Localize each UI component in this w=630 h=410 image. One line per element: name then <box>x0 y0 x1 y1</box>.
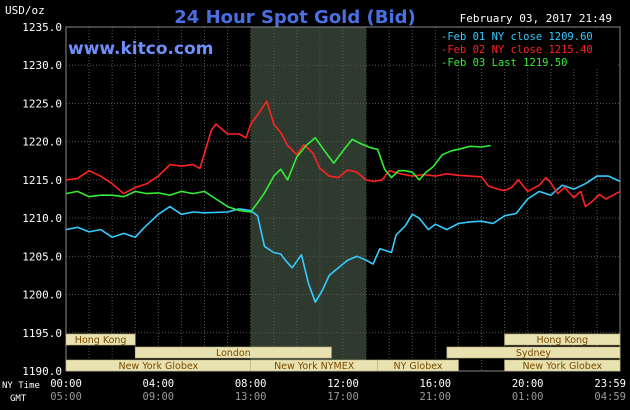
legend-box <box>437 28 618 68</box>
legend-entry: -Feb 01 NY close 1209.60 <box>441 31 593 43</box>
session-label: New York Globex <box>522 361 602 372</box>
x-tick-label-ny: 00:00 <box>50 378 82 390</box>
market-sessions: Hong Kong Hong Kong London Sydney New York G… <box>65 333 621 372</box>
y-tick-label: 1235.0 <box>22 21 62 34</box>
session-bar: New York NYMEX <box>250 359 378 372</box>
y-tick-label: 1230.0 <box>22 59 62 72</box>
series-line-2 <box>65 100 621 208</box>
y-tick-label: 1195.0 <box>22 327 62 340</box>
legend: -Feb 01 NY close 1209.60-Feb 02 NY close… <box>437 28 618 69</box>
session-bar: London <box>134 346 332 359</box>
series-line-3 <box>65 137 491 213</box>
x-tick-label-ny: 12:00 <box>327 378 359 390</box>
x-tick-label-ny: 20:00 <box>512 378 544 390</box>
y-tick-label: 1225.0 <box>22 97 62 110</box>
session-label: Hong Kong <box>75 335 127 346</box>
session-bar-rect <box>134 346 332 359</box>
x-tick-label-gmt: 04:59 <box>594 391 626 403</box>
nymex-shaded-range <box>250 27 367 371</box>
session-label: Hong Kong <box>536 335 588 346</box>
x-tick-label-gmt: 21:00 <box>420 391 452 403</box>
x-tick-label-ny: 08:00 <box>235 378 267 390</box>
session-bar: Sydney <box>446 346 621 359</box>
units-label: USD/oz <box>5 4 45 17</box>
y-tick-label: 1200.0 <box>22 289 62 302</box>
series-line-1 <box>65 175 621 303</box>
x-tick-label-gmt: 05:00 <box>50 391 82 403</box>
x-tick-label-ny: 04:00 <box>143 378 175 390</box>
session-bar-rect <box>504 359 621 372</box>
x-tick-label-ny: 23:59 <box>594 378 626 390</box>
session-bar-rect <box>377 359 459 372</box>
plot-area <box>65 26 621 372</box>
y-tick-label: 1190.0 <box>22 365 62 378</box>
gmt-label: GMT <box>10 394 27 404</box>
y-tick-label: 1210.0 <box>22 212 62 225</box>
site-watermark: www.kitco.com <box>68 39 213 59</box>
session-label: New York NYMEX <box>274 361 355 372</box>
ny-time-label: NY Time <box>2 381 40 391</box>
session-bar: Hong Kong <box>65 333 136 346</box>
chart-title: 24 Hour Spot Gold (Bid) <box>174 7 415 28</box>
legend-entry: -Feb 03 Last 1219.50 <box>441 57 567 69</box>
session-label: NY Globex <box>393 361 442 372</box>
session-bar-rect <box>446 346 621 359</box>
session-bar: Hong Kong <box>504 333 621 346</box>
legend-entry: -Feb 02 NY close 1215.40 <box>441 44 593 56</box>
series-lines <box>65 100 621 303</box>
y-tick-label: 1205.0 <box>22 250 62 263</box>
session-bar-rect <box>65 333 136 346</box>
y-tick-label: 1215.0 <box>22 174 62 187</box>
session-label: London <box>216 348 251 359</box>
session-bar-rect <box>504 333 621 346</box>
x-tick-label-gmt: 13:00 <box>235 391 267 403</box>
x-tick-label-gmt: 17:00 <box>327 391 359 403</box>
x-tick-label-gmt: 09:00 <box>143 391 175 403</box>
session-label: Sydney <box>516 348 552 359</box>
y-axis: 1190.0 1195.0 1200.0 1205.0 1210.0 1215.0 1220… <box>22 21 62 378</box>
session-bar: New York Globex <box>504 359 621 372</box>
datetime-label: February 03, 2017 21:49 <box>460 12 612 25</box>
session-label: New York Globex <box>118 361 198 372</box>
x-tick-label-ny: 16:00 <box>420 378 452 390</box>
session-bar: New York Globex <box>65 359 251 372</box>
y-tick-label: 1220.0 <box>22 136 62 149</box>
x-tick-label-gmt: 01:00 <box>512 391 544 403</box>
session-bar: NY Globex <box>377 359 459 372</box>
